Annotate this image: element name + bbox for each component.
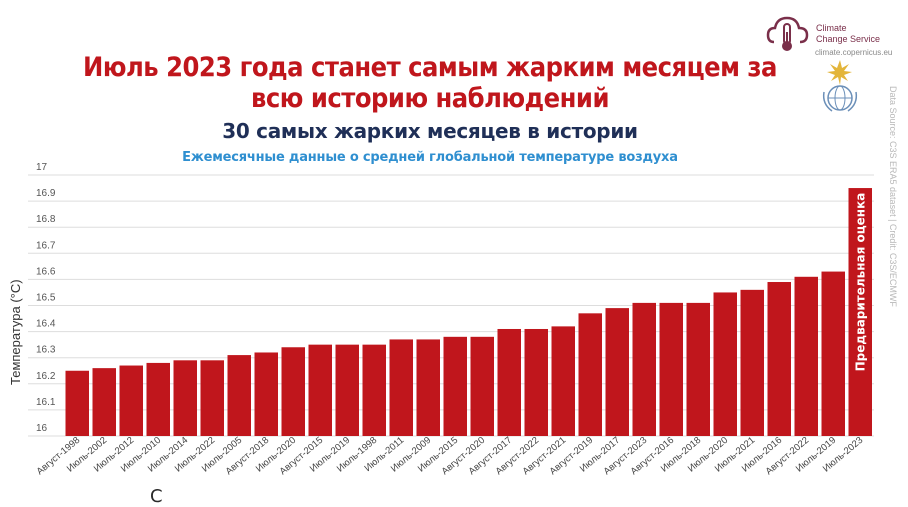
data-credit: Data Source: C3S ERA5 dataset | Credit: … [888,86,898,307]
bar [200,360,224,436]
y-tick-label: 16.8 [36,214,56,225]
bar [686,302,710,436]
bar [605,308,629,436]
bar [173,360,197,436]
bar [254,352,278,436]
bar [119,365,143,436]
bar [227,355,251,436]
bar [308,344,332,436]
bar [821,271,845,436]
bar [632,302,656,436]
chart-subtitle: 30 самых жарких месяцев в истории [222,119,638,143]
thermometer-cloud-icon [766,16,809,51]
bar [335,344,359,436]
bar [794,276,818,436]
bar [551,326,575,436]
bar [389,339,413,436]
y-tick-label: 16.3 [36,345,56,356]
bar [281,347,305,436]
bar [713,292,737,436]
bar [470,336,494,436]
logo-text: Climate Change Service [816,23,881,44]
footer-text: С [150,486,163,507]
bar [92,368,116,436]
y-tick-label: 16.6 [36,266,56,277]
x-tick-labels: Август-1998Июль-2002Июль-2012Июль-2010Ию… [35,435,866,477]
bar [65,370,89,436]
bar [524,328,548,436]
y-tick-label: 16.2 [36,371,56,382]
y-tick-label: 16.7 [36,240,56,251]
y-tick-label: 16.1 [36,397,56,408]
bar [443,336,467,436]
y-tick-labels: 16 16.1 16.2 16.3 16.4 16.5 16.6 16.7 16.8 16.9 17 [36,162,56,434]
copernicus-logo: Climate Change Service [766,10,896,60]
y-tick-label: 17 [36,162,48,173]
y-tick-label: 16.9 [36,188,56,199]
bar [578,313,602,436]
bar [848,188,872,436]
bar-annotation: Предварительная оценка [853,193,867,372]
y-tick-label: 16 [36,423,48,434]
bar [767,282,791,436]
logo-url: climate.copernicus.eu [815,48,893,57]
wmo-emblem-icon [822,60,858,112]
bar [497,328,521,436]
y-tick-label: 16.5 [36,293,56,304]
bar [416,339,440,436]
bars [65,188,872,436]
bar [740,289,764,436]
chart-tagline: Ежемесячные данные о средней глобальной … [182,150,678,165]
bar [362,344,386,436]
y-tick-label: 16.4 [36,319,56,330]
bar [659,302,683,436]
page-title: Июль 2023 года станет самым жарким месяц… [83,52,777,114]
bar [146,362,170,436]
